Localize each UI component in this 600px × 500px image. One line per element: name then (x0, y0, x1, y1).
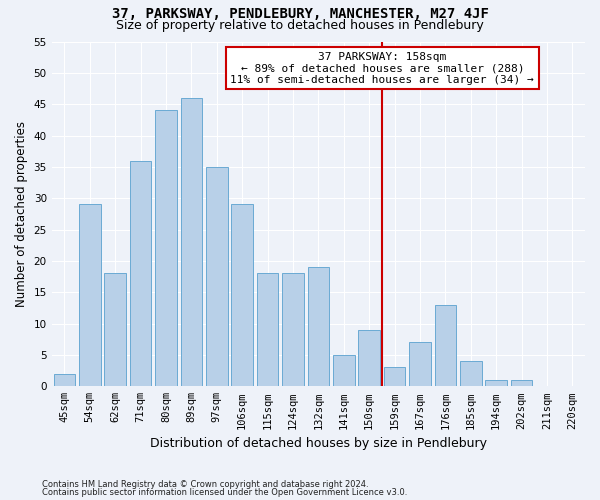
Bar (130, 160, 151, 386)
Bar (460, 361, 482, 386)
Bar (409, 342, 431, 386)
Bar (79, 204, 101, 386)
Bar (181, 98, 202, 386)
Bar (232, 204, 253, 386)
X-axis label: Distribution of detached houses by size in Pendlebury: Distribution of detached houses by size … (150, 437, 487, 450)
Y-axis label: Number of detached properties: Number of detached properties (15, 121, 28, 307)
Text: 37, PARKSWAY, PENDLEBURY, MANCHESTER, M27 4JF: 37, PARKSWAY, PENDLEBURY, MANCHESTER, M2… (112, 8, 488, 22)
Bar (155, 110, 177, 386)
Bar (434, 305, 456, 386)
Bar (282, 274, 304, 386)
Bar (511, 380, 532, 386)
Bar (485, 380, 507, 386)
Bar (308, 267, 329, 386)
Bar (206, 167, 227, 386)
Bar (358, 330, 380, 386)
Text: Size of property relative to detached houses in Pendlebury: Size of property relative to detached ho… (116, 19, 484, 32)
Bar (53, 374, 75, 386)
Bar (333, 355, 355, 386)
Text: Contains HM Land Registry data © Crown copyright and database right 2024.: Contains HM Land Registry data © Crown c… (42, 480, 368, 489)
Text: Contains public sector information licensed under the Open Government Licence v3: Contains public sector information licen… (42, 488, 407, 497)
Bar (384, 368, 406, 386)
Bar (257, 274, 278, 386)
Text: 37 PARKSWAY: 158sqm
← 89% of detached houses are smaller (288)
11% of semi-detac: 37 PARKSWAY: 158sqm ← 89% of detached ho… (230, 52, 534, 85)
Bar (104, 274, 126, 386)
